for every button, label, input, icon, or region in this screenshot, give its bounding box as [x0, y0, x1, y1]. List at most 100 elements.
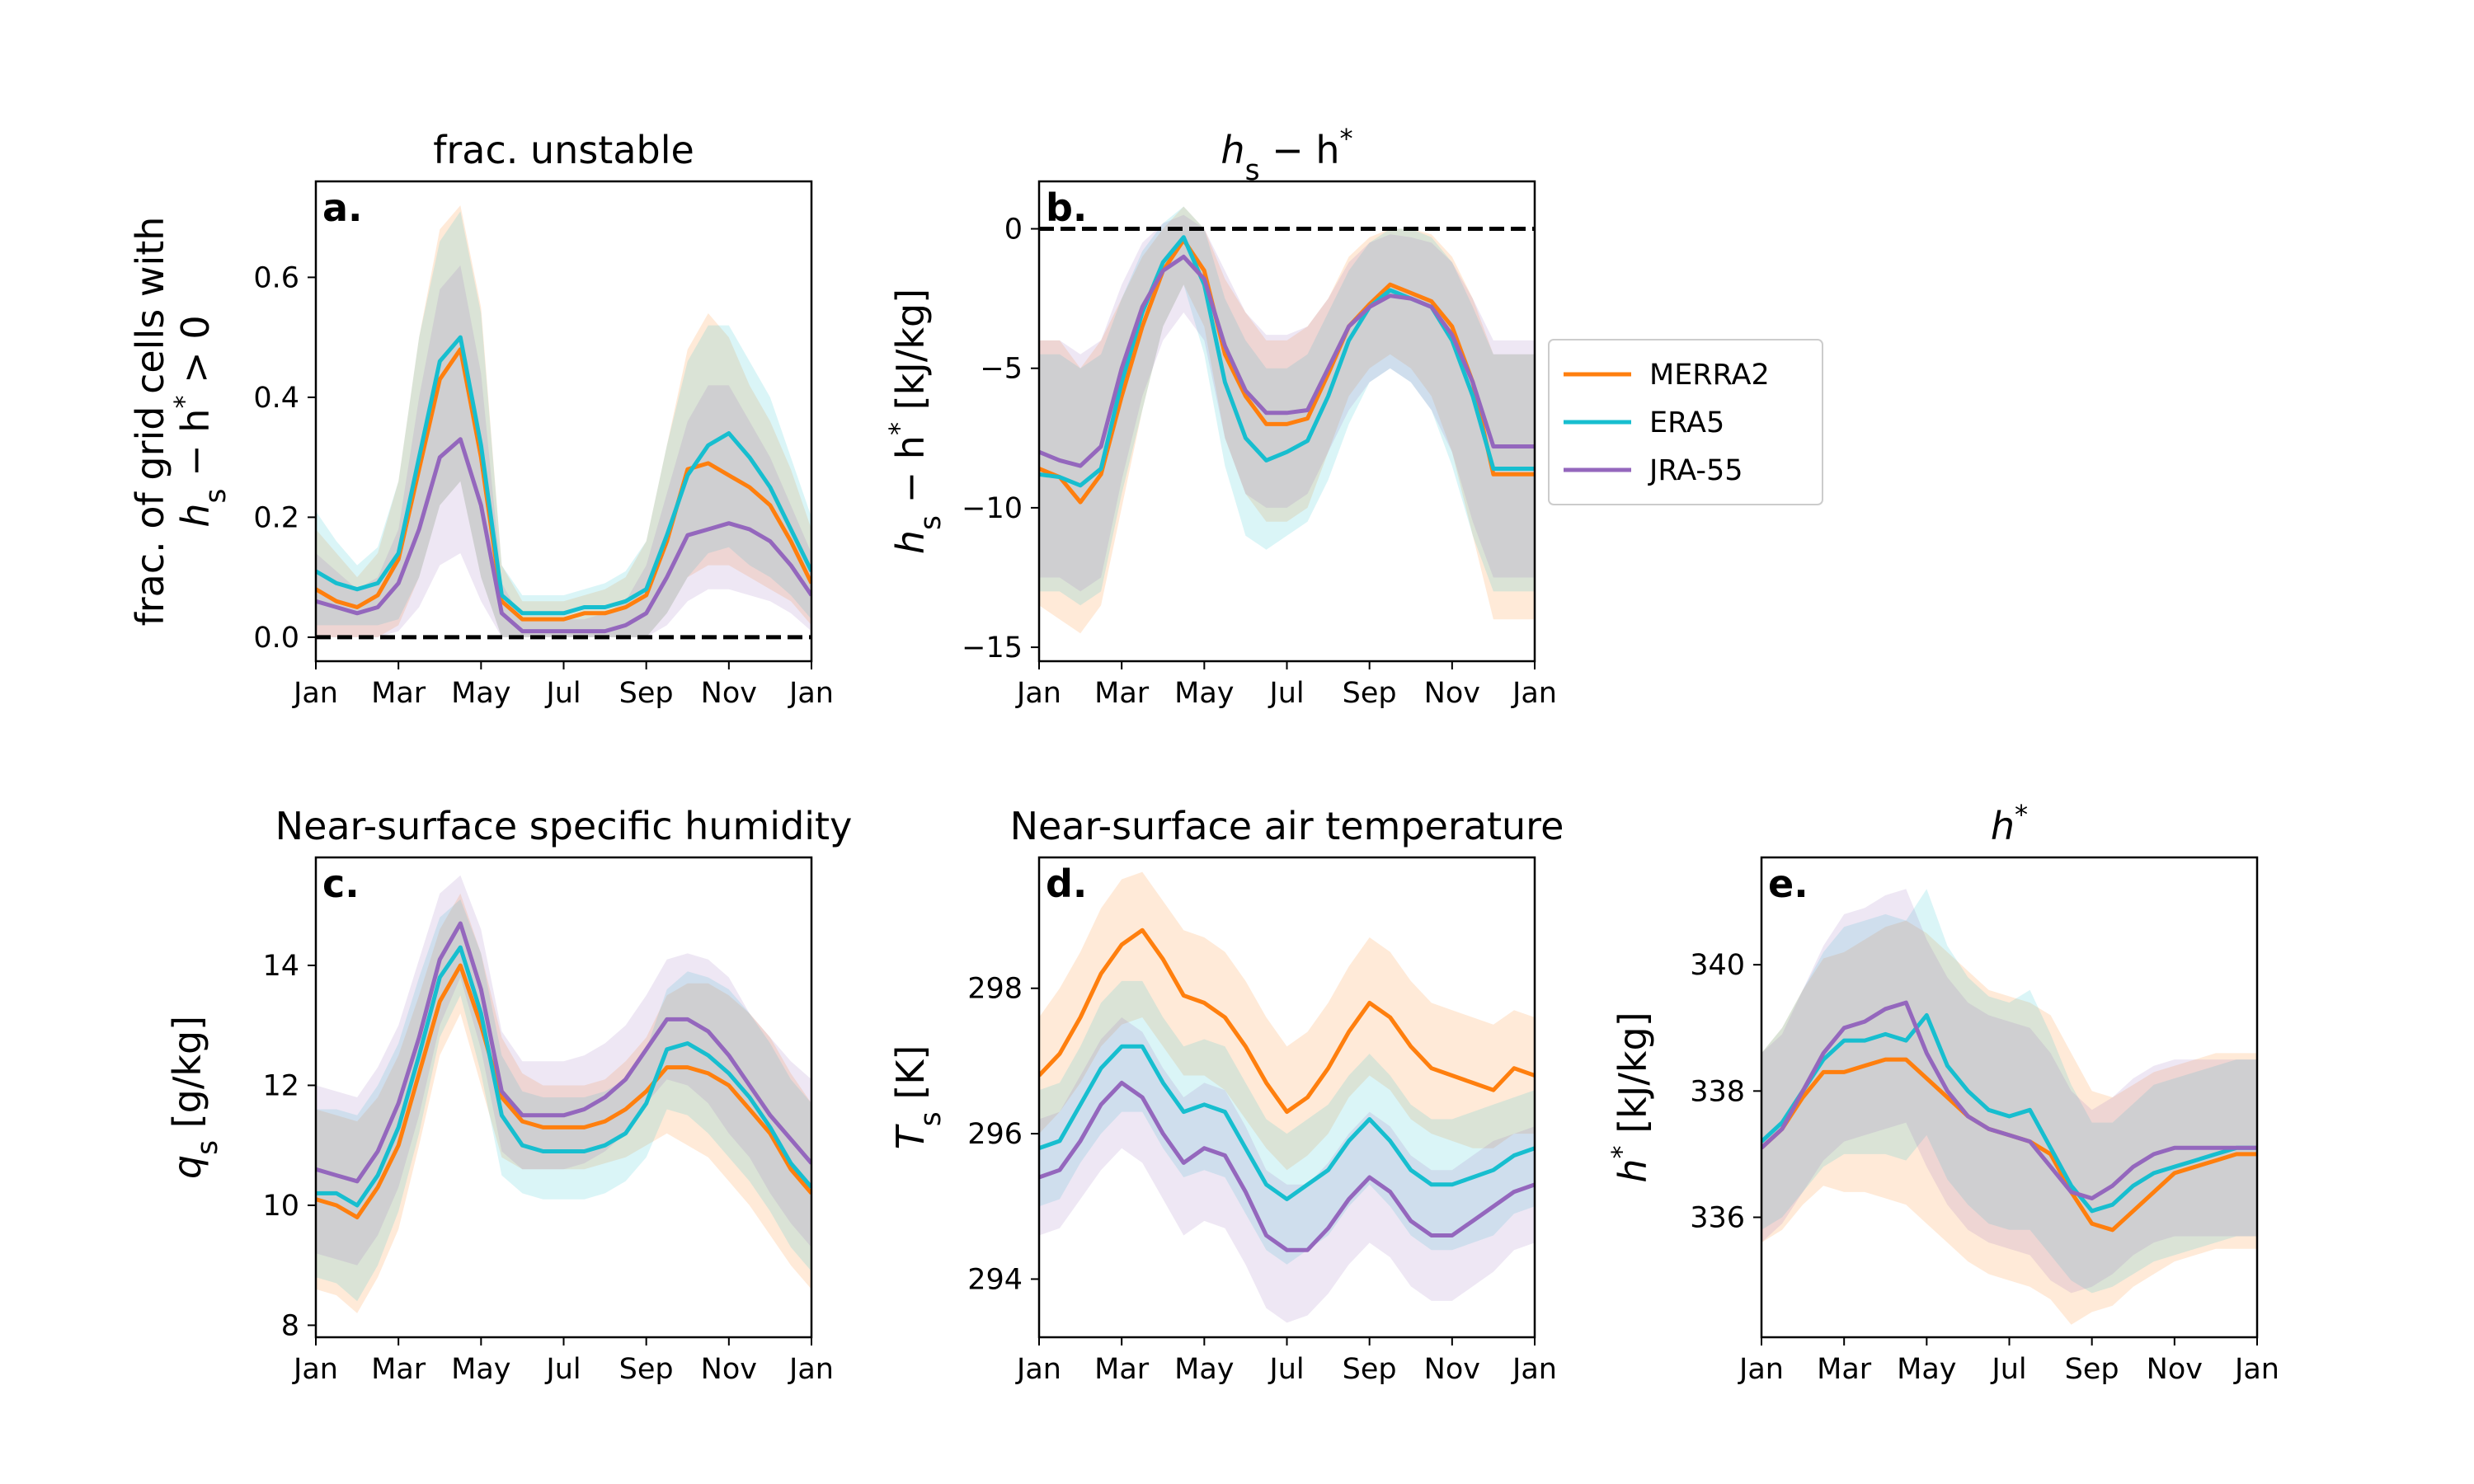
y-tick-label: −5	[980, 353, 1023, 386]
x-tick-label: Nov	[1424, 677, 1480, 710]
legend-box	[1548, 339, 1823, 505]
y-tick-label: 0.0	[253, 622, 299, 655]
x-tick-label: Jan	[1015, 1353, 1061, 1386]
x-tick-label: Sep	[2065, 1353, 2119, 1386]
y-tick-label: 296	[967, 1118, 1023, 1151]
band-jra-55	[1039, 214, 1535, 592]
band-jra-55	[1761, 889, 2257, 1294]
x-tick-label: Sep	[1343, 677, 1397, 710]
y-tick-label: 298	[967, 973, 1023, 1006]
x-tick-label: Nov	[1424, 1353, 1480, 1386]
x-tick-label: Nov	[701, 677, 757, 710]
series-line-jra-55	[316, 437, 811, 634]
panel-letter: c.	[322, 862, 360, 906]
legend-label: ERA5	[1649, 406, 1724, 439]
panel-title: Near-surface air temperature	[1010, 804, 1564, 848]
y-tick-label: 0	[1004, 214, 1023, 247]
band-era5	[1761, 889, 2257, 1294]
plot-area-d	[1039, 871, 1535, 1323]
band-era5	[1039, 980, 1535, 1265]
panel-d: Jan Mar May Jul Sep Nov Jan 294 296 298 Near-surfa…	[888, 804, 1564, 1386]
x-tick-label: Jan	[1015, 677, 1061, 710]
y-tick-label: 294	[967, 1263, 1023, 1296]
band-era5	[316, 211, 811, 637]
x-tick-label: May	[1174, 1353, 1234, 1386]
x-tick-label: Jul	[1990, 1353, 2026, 1386]
panel-e: Jan Mar May Jul Sep Nov Jan 336 338 340 h* e. h* [kJ…	[1606, 799, 2279, 1386]
series-line-era5	[316, 335, 811, 616]
panel-title: h*	[1991, 799, 2028, 848]
x-tick-label: Jul	[1268, 677, 1304, 710]
x-tick-label: Sep	[1343, 1353, 1397, 1386]
x-tick-label: May	[1174, 677, 1234, 710]
x-tick-label: Sep	[619, 1353, 674, 1386]
x-tick-label: Jul	[544, 1353, 581, 1386]
band-merra2	[1761, 920, 2257, 1325]
x-tick-label: Nov	[701, 1353, 757, 1386]
plot-area-e	[1761, 889, 2257, 1325]
series-line-merra2	[1039, 237, 1535, 505]
panel-letter: a.	[322, 186, 363, 230]
band-jra-55	[316, 875, 811, 1266]
band-merra2	[1039, 206, 1535, 634]
panel-title: Near-surface specific humidity	[275, 804, 853, 848]
x-tick-label: Sep	[619, 677, 674, 710]
x-tick-label: Jul	[544, 677, 581, 710]
y-axis-label: Ts [K]	[888, 1045, 948, 1150]
panel-title: hs − h*	[1221, 123, 1352, 187]
x-tick-label: Mar	[1817, 1353, 1872, 1386]
x-tick-label: Jan	[2233, 1353, 2279, 1386]
x-tick-label: May	[451, 1353, 510, 1386]
y-tick-label: 12	[262, 1069, 299, 1102]
x-tick-label: Jan	[788, 677, 834, 710]
band-jra-55	[316, 265, 811, 637]
x-tick-label: Jan	[1738, 1353, 1784, 1386]
x-tick-label: Jan	[788, 1353, 834, 1386]
legend: MERRA2 ERA5 JRA-55	[1548, 339, 1823, 505]
series-line-era5	[316, 945, 811, 1208]
legend-label: MERRA2	[1649, 359, 1770, 392]
band-merra2	[316, 205, 811, 637]
y-tick-label: 10	[262, 1190, 299, 1223]
y-axis-label: frac. of grid cells with	[128, 217, 172, 627]
x-tick-label: Jan	[292, 1353, 338, 1386]
plot-area-b	[1039, 206, 1535, 634]
x-tick-label: Mar	[1094, 677, 1150, 710]
panel-title: frac. unstable	[433, 128, 694, 172]
band-era5	[1039, 206, 1535, 606]
legend-label: JRA-55	[1648, 454, 1743, 487]
panel-a: Jan Mar May Jul Sep Nov Jan 0.0 0.2 0.4 0.6 frac. u…	[128, 128, 834, 710]
series-line-era5	[1039, 235, 1535, 488]
x-tick-label: Jul	[1268, 1353, 1304, 1386]
series-line-merra2	[316, 963, 811, 1219]
y-axis-label: hs − h* [kJ/kg]	[883, 289, 948, 554]
y-tick-label: −10	[962, 492, 1023, 525]
y-axis-label: h* [kJ/kg]	[1606, 1012, 1655, 1182]
x-tick-label: Mar	[371, 677, 426, 710]
x-tick-label: Mar	[371, 1353, 426, 1386]
series-line-jra-55	[316, 921, 811, 1184]
panel-letter: b.	[1046, 186, 1087, 230]
series-line-era5	[1761, 1012, 2257, 1214]
x-tick-label: Jan	[292, 677, 338, 710]
series-line-jra-55	[1761, 1000, 2257, 1200]
y-tick-label: 0.4	[253, 382, 299, 415]
y-axis-label: qs [g/kg]	[165, 1016, 224, 1179]
x-tick-label: Jan	[1511, 1353, 1557, 1386]
y-axis-label: hs − h* > 0	[168, 315, 233, 527]
y-tick-label: 14	[262, 950, 299, 983]
y-tick-label: 338	[1690, 1075, 1745, 1108]
y-tick-label: 336	[1690, 1202, 1745, 1235]
x-tick-label: Mar	[1094, 1353, 1150, 1386]
y-tick-label: −15	[962, 632, 1023, 665]
panel-letter: d.	[1046, 862, 1087, 906]
y-tick-label: 0.6	[253, 261, 299, 294]
x-tick-label: Nov	[2147, 1353, 2203, 1386]
series-line-jra-55	[1039, 254, 1535, 468]
band-merra2	[1039, 871, 1535, 1171]
x-tick-label: May	[1897, 1353, 1956, 1386]
panel-b: Jan Mar May Jul Sep Nov Jan 0 −5 −10 −15 hs − h* b. h…	[883, 123, 1557, 710]
plot-area-c	[316, 875, 811, 1313]
band-jra-55	[1039, 1017, 1535, 1323]
